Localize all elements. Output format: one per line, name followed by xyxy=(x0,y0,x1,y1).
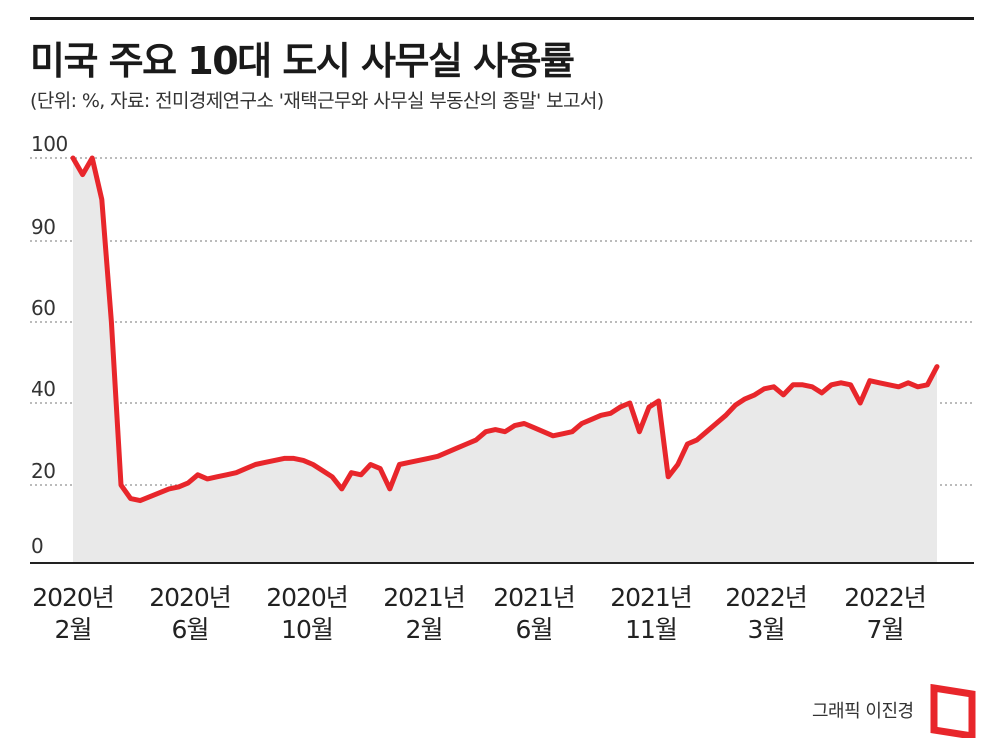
chart-subtitle: (단위: %, 자료: 전미경제연구소 '재택근무와 사무실 부동산의 종말' … xyxy=(30,90,604,112)
x-tick-label: 2021년 6월 xyxy=(493,583,575,644)
y-tick-label: 60 xyxy=(31,296,55,320)
x-tick-label: 2020년 10월 xyxy=(266,583,348,644)
x-tick-labels: 2020년 2월 2020년 6월 2020년 10월 2021년 2월 2021년 6월 2021… xyxy=(32,583,927,644)
x-tick-label: 2022년 7월 xyxy=(844,583,926,644)
top-rule xyxy=(30,17,974,20)
area-fill xyxy=(73,158,937,563)
red-bracket-logo-icon xyxy=(930,684,976,738)
y-tick-label: 100 xyxy=(31,132,68,156)
series-line xyxy=(70,155,940,504)
x-tick-label: 2020년 2월 xyxy=(32,583,114,644)
x-tick-label: 2022년 3월 xyxy=(725,583,807,644)
x-tick-label: 2020년 6월 xyxy=(149,583,231,644)
y-tick-label: 90 xyxy=(31,215,55,239)
x-tick-label: 2021년 11월 xyxy=(610,583,692,644)
x-tick-label: 2021년 2월 xyxy=(383,583,465,644)
y-tick-label: 40 xyxy=(31,377,55,401)
y-tick-label: 20 xyxy=(31,459,55,483)
y-tick-label: 0 xyxy=(31,534,43,558)
graphic-credit: 그래픽 이진경 xyxy=(812,701,914,722)
chart-title: 미국 주요 10대 도시 사무실 사용률 xyxy=(30,39,575,83)
y-tick-labels: 0 20 40 60 90 100 xyxy=(31,132,68,558)
